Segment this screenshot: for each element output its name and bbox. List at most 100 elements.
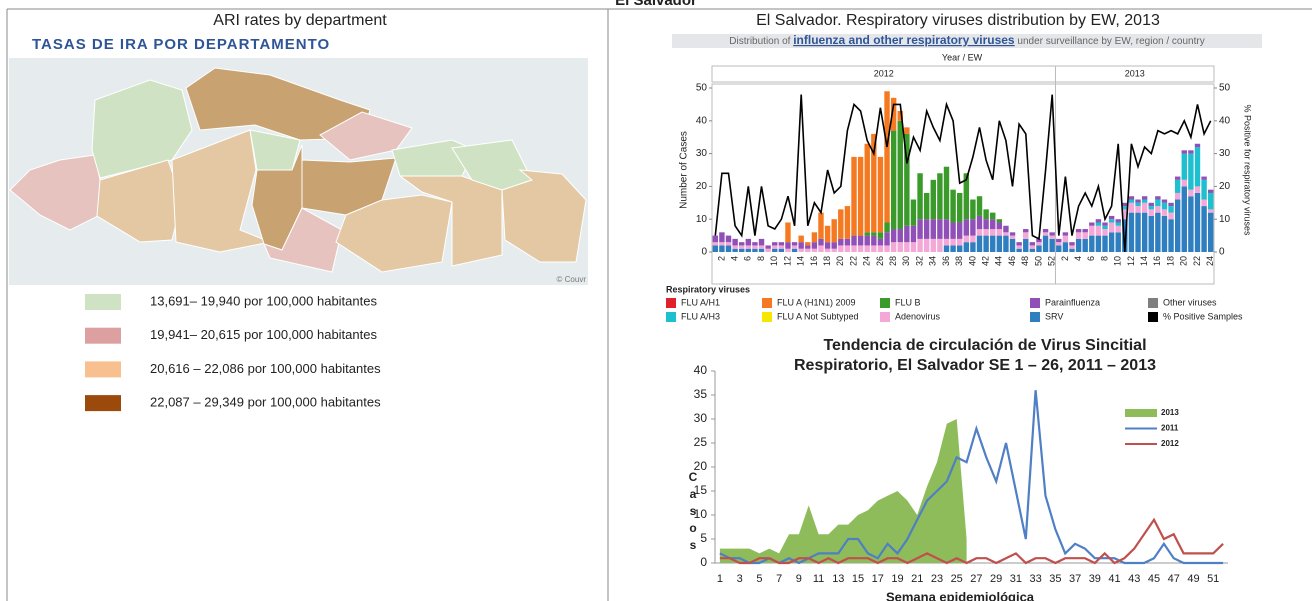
bar-segment bbox=[1062, 242, 1069, 252]
legend-swatch bbox=[1030, 312, 1040, 322]
bar-segment bbox=[890, 130, 897, 230]
bar-segment bbox=[864, 235, 870, 246]
bar-segment bbox=[791, 245, 798, 249]
bar-segment bbox=[1122, 202, 1128, 207]
x-tick-label: 47 bbox=[1168, 573, 1180, 585]
y-tick-label: 30 bbox=[696, 148, 708, 159]
bar-segment bbox=[831, 219, 837, 243]
bar-segment bbox=[937, 238, 943, 252]
bar-segment bbox=[758, 238, 765, 246]
legend-swatch bbox=[666, 312, 676, 322]
bar-segment bbox=[1042, 232, 1049, 236]
bar-segment bbox=[732, 245, 738, 249]
bar-segment bbox=[871, 245, 877, 252]
bar-segment bbox=[871, 235, 877, 246]
bar-segment bbox=[1207, 192, 1214, 210]
x-tick-label: 24 bbox=[862, 256, 872, 266]
bar-segment bbox=[983, 229, 989, 236]
bar-segment bbox=[719, 242, 725, 246]
x-tick-label: 41 bbox=[1108, 573, 1120, 585]
bar-segment bbox=[864, 143, 870, 233]
x-tick-label: 44 bbox=[994, 256, 1004, 266]
bar-segment bbox=[930, 238, 936, 252]
bar-segment bbox=[983, 209, 989, 220]
bar-segment bbox=[983, 219, 989, 230]
plot-frame bbox=[711, 83, 1215, 285]
bar-segment bbox=[996, 222, 1003, 230]
bar-segment bbox=[1003, 225, 1009, 233]
x-tick-label: 12 bbox=[782, 256, 792, 266]
x-tick-label: 16 bbox=[809, 256, 819, 266]
panel-caption: El Salvador. Respiratory viruses distrib… bbox=[756, 12, 1160, 29]
bar-segment bbox=[877, 232, 884, 239]
legend-label: FLU A/H1 bbox=[681, 297, 720, 307]
bar-segment bbox=[1108, 232, 1115, 252]
bar-segment bbox=[1082, 232, 1088, 239]
bar-segment bbox=[956, 192, 963, 223]
bar-segment bbox=[1009, 235, 1016, 239]
bar-segment bbox=[917, 219, 923, 239]
line bbox=[719, 390, 1224, 565]
x-tick-label: 40 bbox=[967, 256, 977, 266]
bar-segment bbox=[1115, 232, 1121, 252]
x-tick-label: 35 bbox=[1049, 573, 1061, 585]
bar-segment bbox=[1128, 202, 1135, 213]
legend-swatch bbox=[85, 395, 121, 412]
bar-segment bbox=[897, 120, 903, 230]
bar-segment bbox=[1016, 242, 1022, 246]
bar-segment bbox=[963, 235, 970, 243]
bar-segment bbox=[1023, 229, 1029, 233]
bar-segment bbox=[990, 219, 996, 230]
bar-segment bbox=[844, 245, 851, 252]
bar-segment bbox=[1174, 179, 1181, 193]
x-tick-label: 28 bbox=[888, 256, 898, 266]
x-tick-label: 27 bbox=[970, 573, 982, 585]
bar-segment bbox=[1148, 215, 1154, 252]
x-tick-label: 4 bbox=[1073, 256, 1083, 261]
y-tick-label: 30 bbox=[694, 411, 708, 425]
bar-segment bbox=[1069, 242, 1075, 246]
bar-segment bbox=[1194, 143, 1201, 148]
bar-segment bbox=[1174, 192, 1181, 200]
bar-segment bbox=[811, 248, 818, 252]
x-tick-label: 21 bbox=[911, 573, 923, 585]
x-tick-label: 42 bbox=[980, 256, 990, 266]
x-tick-label: 7 bbox=[776, 573, 782, 585]
bar-segment bbox=[752, 245, 758, 249]
y-tick-label: 40 bbox=[694, 363, 708, 377]
bar-segment bbox=[943, 238, 950, 246]
bar-segment bbox=[725, 245, 732, 252]
x-tick-label: 22 bbox=[848, 256, 858, 266]
x-tick-label: 15 bbox=[852, 573, 864, 585]
legend-label: FLU A/H3 bbox=[681, 311, 720, 321]
bar-segment bbox=[745, 245, 752, 249]
bar-segment bbox=[1168, 219, 1174, 252]
bar-segment bbox=[844, 206, 851, 239]
x-tick-label: 38 bbox=[954, 256, 964, 266]
bar-segment bbox=[824, 242, 831, 249]
bar-segment bbox=[1089, 225, 1095, 236]
x-tick-label: 34 bbox=[928, 256, 938, 266]
bar-segment bbox=[956, 245, 963, 252]
bar-segment bbox=[970, 199, 976, 220]
bar-segment bbox=[890, 97, 897, 131]
y2-tick-label: 10 bbox=[1219, 214, 1231, 225]
x-tick-label: 18 bbox=[822, 256, 832, 266]
bar-segment bbox=[758, 248, 765, 252]
x-tick-label: 36 bbox=[941, 256, 951, 266]
bar-segment bbox=[798, 235, 804, 243]
bar-segment bbox=[739, 245, 745, 249]
legend-label: Adenovirus bbox=[895, 311, 941, 321]
bar-segment bbox=[1207, 209, 1214, 213]
x-tick-label: 37 bbox=[1069, 573, 1081, 585]
bar-segment bbox=[976, 215, 983, 230]
legend-label: 2012 bbox=[1161, 439, 1179, 448]
x-tick-label: 1 bbox=[717, 573, 723, 585]
bar-segment bbox=[897, 110, 903, 121]
y-tick-label: 5 bbox=[700, 531, 707, 545]
x-tick-label: 29 bbox=[990, 573, 1002, 585]
bar-segment bbox=[996, 229, 1003, 236]
x-tick-label: 9 bbox=[796, 573, 802, 585]
bar-segment bbox=[923, 238, 930, 252]
legend-swatch bbox=[85, 294, 121, 310]
